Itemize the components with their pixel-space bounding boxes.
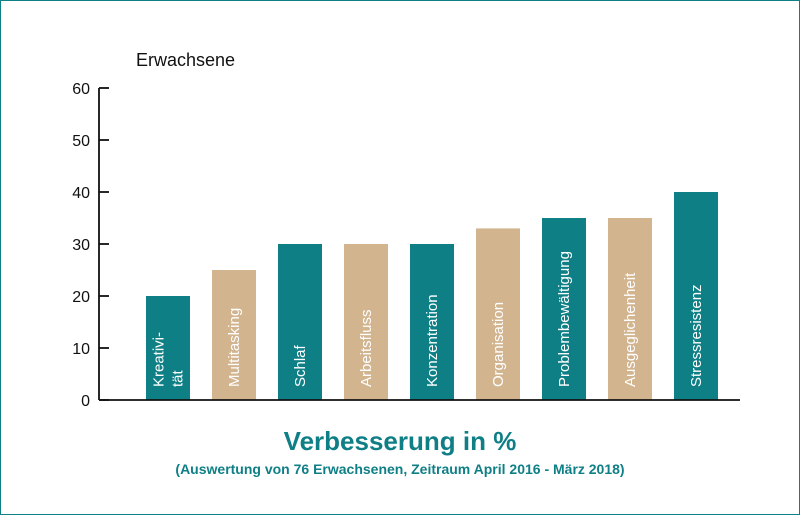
bar — [278, 244, 322, 400]
y-tick-label: 20 — [72, 289, 90, 306]
y-tick-label: 30 — [72, 237, 90, 254]
y-tick-label: 60 — [72, 81, 90, 98]
bar-label: tät — [170, 369, 187, 387]
y-tick-label: 40 — [72, 185, 90, 202]
bar-label: Kreativi- — [151, 332, 168, 387]
bar — [212, 270, 256, 400]
chart-subtitle: (Auswertung von 76 Erwachsenen, Zeitraum… — [175, 461, 624, 477]
bar — [146, 296, 190, 400]
y-tick-label: 50 — [72, 133, 90, 150]
y-axis: 0 10 20 30 40 50 60 — [72, 81, 109, 410]
bar-label: Stressresistenz — [688, 284, 705, 387]
corner-label: Erwachsene — [136, 50, 235, 70]
bar — [344, 244, 388, 400]
bar — [542, 218, 586, 400]
bars: Kreativi-tät Multitasking Schlaf Arbeitsflu… — [146, 192, 718, 400]
bar-label: Arbeitsfluss — [358, 309, 375, 387]
bar — [476, 228, 520, 400]
bar — [674, 192, 718, 400]
bar-label: Schlaf — [292, 344, 309, 387]
bar-label: Konzentration — [424, 294, 441, 387]
chart-title: Verbesserung in % — [284, 426, 517, 456]
bar — [608, 218, 652, 400]
bar — [410, 244, 454, 400]
bar-label: Multitasking — [226, 308, 243, 387]
bar-label: Ausgeglichenheit — [622, 272, 639, 387]
bar-label: Organisation — [490, 302, 507, 387]
y-tick-label: 0 — [81, 393, 90, 410]
y-tick-label: 10 — [72, 341, 90, 358]
bar-label: Problembewältigung — [556, 251, 573, 387]
